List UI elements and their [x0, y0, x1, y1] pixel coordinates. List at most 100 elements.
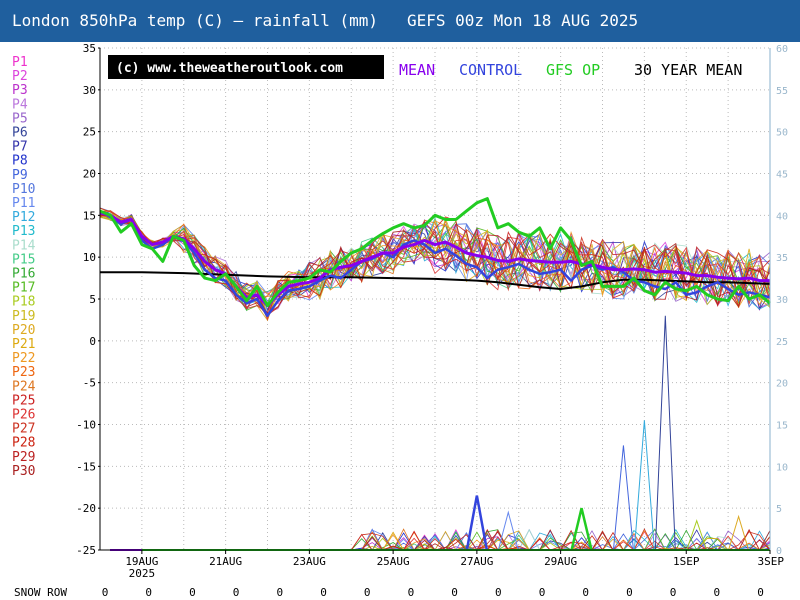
y2-tick-label: 10 — [776, 462, 788, 473]
member-label: P6 — [12, 126, 28, 141]
member-label: P3 — [12, 83, 28, 98]
member-line — [99, 214, 771, 316]
rain-peak — [686, 519, 708, 551]
member-label: P10 — [12, 182, 35, 197]
y2-tick-label: 5 — [776, 504, 782, 515]
copyright-box — [108, 55, 384, 79]
rain-peak — [465, 495, 489, 551]
rain-peak — [633, 420, 655, 551]
mean-line — [99, 211, 770, 308]
member-label: P22 — [12, 351, 35, 366]
op-line — [99, 197, 771, 308]
member-label: P17 — [12, 281, 35, 296]
y-tick-label: 10 — [83, 251, 96, 264]
member-label: P12 — [12, 210, 35, 225]
x-tick-label: 25AUG — [377, 555, 410, 568]
snow-row-value: 0 — [189, 586, 196, 599]
snow-row-value: 0 — [495, 586, 502, 599]
member-label: P16 — [12, 267, 35, 282]
y-tick-label: 15 — [83, 209, 96, 222]
y-tick-label: 0 — [89, 335, 96, 348]
snow-row-value: 0 — [102, 586, 109, 599]
member-label: P20 — [12, 323, 35, 338]
legend-op: GFS OP — [546, 61, 600, 79]
snow-row-value: 0 — [670, 586, 677, 599]
y2-tick-label: 40 — [776, 211, 788, 222]
ensemble-members — [99, 207, 771, 322]
y2-tick-label: 45 — [776, 170, 788, 181]
snow-row: SNOW ROW 0 0 0 0 0 0 0 0 0 0 0 0 0 0 0 0 — [14, 586, 764, 599]
climate-line — [100, 271, 771, 290]
member-label: P25 — [12, 393, 35, 408]
member-label: P18 — [12, 295, 35, 310]
snow-row-value: 0 — [539, 586, 546, 599]
x-tick-label: 21AUG — [209, 555, 242, 568]
snow-row-value: 0 — [233, 586, 240, 599]
member-line — [99, 211, 771, 314]
snow-row-value: 0 — [626, 586, 633, 599]
y-tick-label: 25 — [83, 126, 96, 139]
control-line — [99, 210, 771, 317]
x-tick-year: 2025 — [129, 567, 156, 580]
member-label: P1 — [12, 55, 28, 70]
snow-row-value: 0 — [145, 586, 152, 599]
member-label: P2 — [12, 69, 28, 84]
y-tick-label: -5 — [83, 377, 96, 390]
grid-lines — [100, 47, 771, 551]
y2-tick-label: 20 — [776, 379, 788, 390]
member-label: P15 — [12, 252, 35, 267]
rain-peak — [570, 507, 593, 551]
axes: 35302520151050-5-10-15-20-25605550454035… — [76, 42, 788, 580]
snow-row-value: 0 — [713, 586, 720, 599]
ensemble-chart: 35302520151050-5-10-15-20-25605550454035… — [12, 42, 788, 599]
member-line — [99, 214, 771, 318]
y-tick-label: 20 — [83, 168, 96, 181]
x-tick-label: 23AUG — [293, 555, 326, 568]
member-label: P30 — [12, 464, 35, 479]
snow-row-value: 0 — [451, 586, 458, 599]
member-label: P11 — [12, 196, 35, 211]
chart-header: London 850hPa temp (C) — rainfall (mm) G… — [0, 0, 800, 42]
legend-mean: MEAN — [399, 61, 435, 79]
member-label: P28 — [12, 436, 35, 451]
member-label: P21 — [12, 337, 35, 352]
member-label-list: P1P2P3P4P5P6P7P8P9P10P11P12P13P14P15P16P… — [12, 55, 36, 479]
y2-tick-label: 15 — [776, 421, 788, 432]
x-tick-label: 1SEP — [673, 555, 700, 568]
member-label: P4 — [12, 97, 28, 112]
x-tick-label: 29AUG — [544, 555, 577, 568]
rain-peak — [612, 445, 634, 551]
snow-row-value: 0 — [408, 586, 415, 599]
y-tick-label: -10 — [76, 419, 96, 432]
snow-row-value: 0 — [757, 586, 764, 599]
chart-title: London 850hPa temp (C) — rainfall (mm) G… — [12, 11, 639, 30]
snow-row-value: 0 — [320, 586, 327, 599]
main-series — [99, 197, 771, 317]
y2-tick-label: 30 — [776, 295, 788, 306]
y-tick-label: -25 — [76, 544, 96, 557]
y-tick-label: 35 — [83, 42, 96, 55]
y-tick-label: 5 — [89, 293, 96, 306]
member-label: P24 — [12, 379, 36, 394]
rain-peak — [497, 510, 519, 551]
y-tick-label: 30 — [83, 84, 96, 97]
member-label: P13 — [12, 224, 35, 239]
copyright-text: (c) www.theweatheroutlook.com — [116, 61, 343, 76]
y2-tick-label: 55 — [776, 86, 788, 97]
y-tick-label: -20 — [76, 502, 96, 515]
rain-peak — [728, 514, 750, 551]
member-label: P19 — [12, 309, 35, 324]
member-label: P27 — [12, 422, 35, 437]
y-tick-label: -15 — [76, 460, 96, 473]
y2-tick-label: 60 — [776, 44, 788, 55]
snow-row-value: 0 — [364, 586, 371, 599]
x-tick-label: 19AUG — [125, 555, 158, 568]
member-label: P9 — [12, 168, 28, 183]
x-tick-label: 27AUG — [460, 555, 493, 568]
snow-row-value: 0 — [276, 586, 283, 599]
member-label: P29 — [12, 450, 35, 465]
legend: (c) www.theweatheroutlook.com MEAN CONTR… — [108, 55, 742, 79]
y2-tick-label: 0 — [776, 546, 782, 557]
y2-tick-label: 25 — [776, 337, 788, 348]
snow-row-label: SNOW ROW — [14, 586, 67, 599]
